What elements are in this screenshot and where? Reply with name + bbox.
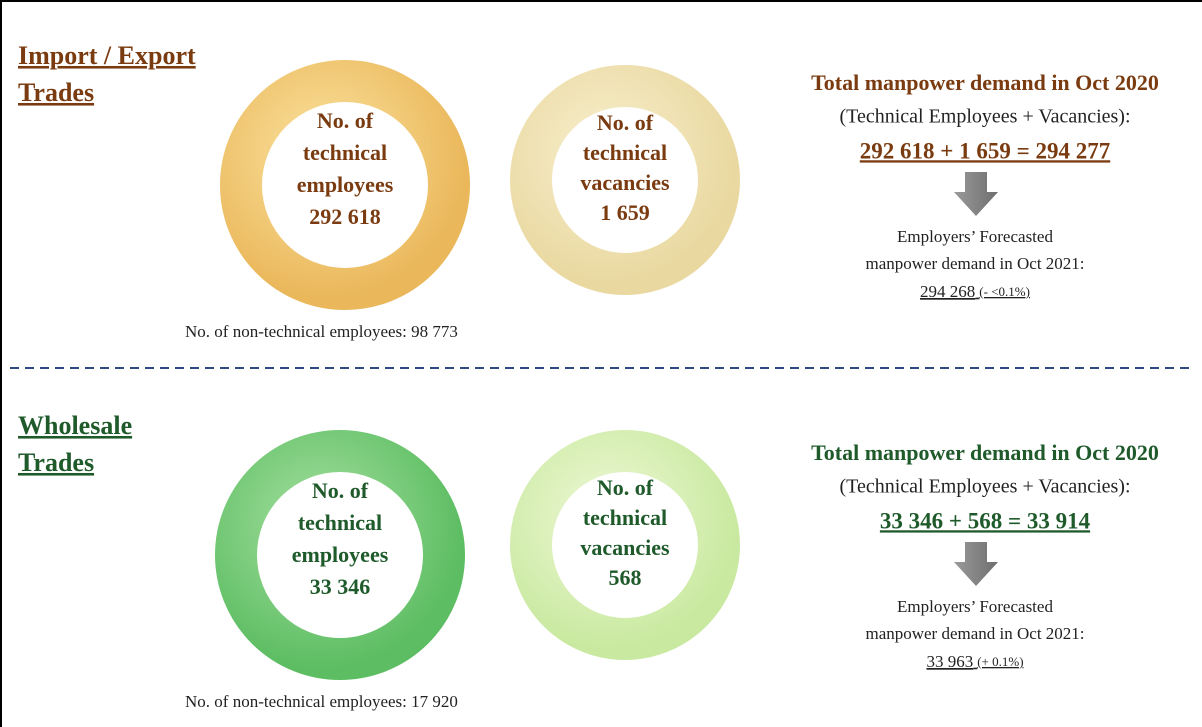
section-title: Trades — [18, 448, 94, 477]
non-technical: No. of non-technical employees: 98 773 — [185, 322, 458, 341]
ring-label: vacancies — [580, 170, 670, 195]
arrow — [954, 172, 998, 216]
ring-label: employees — [292, 542, 389, 567]
ring-label: 1 659 — [600, 200, 650, 225]
ring-label: No. of — [597, 475, 654, 500]
ring-label: vacancies — [580, 535, 670, 560]
section-title: Trades — [18, 78, 94, 107]
employees-ring — [215, 430, 465, 680]
forecast-value: 294 268 — [920, 282, 975, 301]
employees-ring — [220, 60, 470, 310]
forecast-line: manpower demand in Oct 2021: — [865, 624, 1084, 643]
ring-label: technical — [298, 510, 382, 535]
demand-equation: 33 346 + 568 = 33 914 — [880, 508, 1091, 533]
forecast-change: (- <0.1%) — [979, 284, 1030, 299]
non-technical: No. of non-technical employees: 17 920 — [185, 692, 458, 711]
forecast-line: Employers’ Forecasted — [897, 227, 1053, 246]
ring-label: technical — [583, 140, 667, 165]
ring-label: No. of — [317, 108, 374, 133]
ring-label: technical — [583, 505, 667, 530]
forecast-value-line: 294 268 (- <0.1%) — [920, 282, 1030, 301]
forecast-value-line: 33 963 (+ 0.1%) — [926, 652, 1023, 671]
demand-heading: Total manpower demand in Oct 2020 — [811, 70, 1159, 95]
ring-label: technical — [303, 140, 387, 165]
forecast-line: manpower demand in Oct 2021: — [865, 254, 1084, 273]
ring-label: employees — [297, 172, 394, 197]
demand-heading: Total manpower demand in Oct 2020 — [811, 440, 1159, 465]
section-title: Import / Export — [18, 41, 196, 70]
vacancies-ring — [510, 430, 740, 660]
ring-label: 33 346 — [310, 574, 371, 599]
vacancies-ring — [510, 65, 740, 295]
forecast-change: (+ 0.1%) — [977, 654, 1023, 669]
ring-label: No. of — [597, 110, 654, 135]
section-title: Wholesale — [18, 411, 132, 440]
ring-label: 292 618 — [309, 204, 381, 229]
arrow — [954, 542, 998, 586]
demand-subheading: (Technical Employees + Vacancies): — [839, 106, 1130, 128]
forecast-value: 33 963 — [926, 652, 973, 671]
demand-equation: 292 618 + 1 659 = 294 277 — [860, 138, 1110, 163]
ring-label: 568 — [609, 565, 642, 590]
demand-subheading: (Technical Employees + Vacancies): — [839, 476, 1130, 498]
forecast-line: Employers’ Forecasted — [897, 597, 1053, 616]
ring-label: No. of — [312, 478, 369, 503]
